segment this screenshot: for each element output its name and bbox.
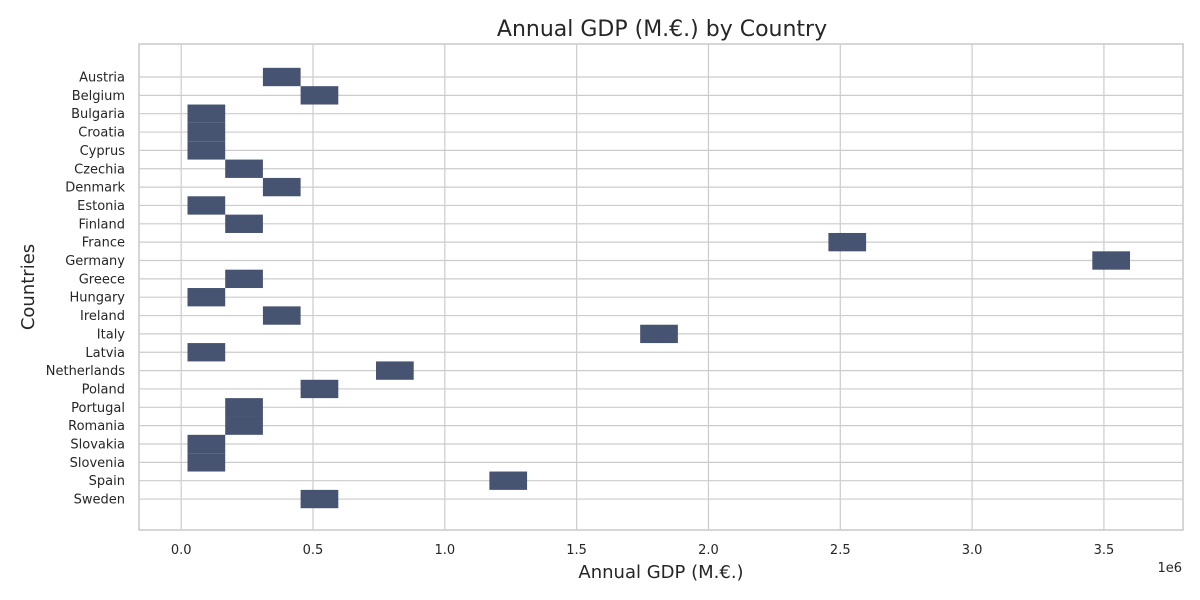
chart-title: Annual GDP (M.€.) by Country — [497, 17, 827, 42]
y-tick-label: Denmark — [65, 181, 125, 196]
y-tick-label: Spain — [89, 474, 125, 489]
x-tick-label: 2.5 — [830, 543, 851, 558]
x-tick-label: 1.5 — [566, 543, 587, 558]
y-tick-label: Czechia — [74, 162, 125, 177]
bar-italy — [640, 324, 678, 344]
y-tick-label: Bulgaria — [71, 107, 125, 122]
bar-cyprus — [187, 141, 226, 160]
y-tick-label: Ireland — [80, 309, 125, 324]
y-tick-label: Portugal — [71, 401, 125, 416]
x-tick-label: 2.0 — [698, 543, 719, 558]
bar-austria — [262, 67, 301, 87]
bar-spain — [489, 471, 528, 490]
bar-slovenia — [187, 453, 226, 472]
y-tick-label: Latvia — [85, 346, 125, 361]
y-tick-label: Italy — [97, 327, 126, 342]
x-axis-label: Annual GDP (M.€.) — [578, 562, 743, 583]
bar-germany — [1092, 251, 1131, 270]
bar-poland — [300, 379, 339, 399]
y-tick-label: France — [82, 236, 125, 251]
x-tick-label: 0.0 — [171, 543, 192, 558]
y-tick-label: Estonia — [77, 199, 125, 214]
y-tick-label: Hungary — [69, 291, 125, 306]
bar-denmark — [262, 177, 301, 197]
bar-greece — [225, 269, 263, 289]
y-tick-labels: Austria Belgium Bulgaria Croatia Cyprus Czech… — [46, 71, 126, 508]
y-tick-label: Greece — [79, 272, 125, 287]
bar-sweden — [300, 489, 339, 509]
y-tick-label: Austria — [79, 71, 125, 86]
bars — [187, 67, 1131, 509]
x-tick-label: 3.5 — [1094, 543, 1115, 558]
grid — [139, 44, 1183, 530]
x-tick-label: 3.0 — [962, 543, 983, 558]
bar-netherlands — [376, 361, 414, 380]
y-axis-label: Countries — [18, 244, 39, 330]
bar-belgium — [300, 86, 339, 105]
y-tick-label: Romania — [68, 419, 125, 434]
x-axis-offset-label: 1e6 — [1157, 561, 1182, 576]
y-tick-label: Netherlands — [46, 364, 125, 379]
y-tick-label: Sweden — [74, 493, 125, 508]
y-tick-label: Slovakia — [70, 438, 125, 453]
y-tick-label: Belgium — [72, 89, 125, 104]
y-tick-label: Croatia — [78, 126, 125, 141]
y-tick-label: Slovenia — [70, 456, 125, 471]
bar-estonia — [187, 196, 226, 215]
bar-croatia — [187, 122, 226, 142]
bar-france — [828, 232, 867, 252]
bar-bulgaria — [187, 104, 226, 123]
bar-slovakia — [187, 434, 226, 454]
plot-frame — [138, 43, 1184, 531]
x-tick-label: 1.0 — [434, 543, 455, 558]
bar-romania — [225, 416, 263, 435]
bar-hungary — [187, 288, 226, 307]
x-tick-label: 0.5 — [303, 543, 324, 558]
bar-ireland — [262, 306, 301, 325]
y-tick-label: Finland — [79, 217, 125, 232]
bar-portugal — [225, 398, 263, 417]
y-tick-label: Cyprus — [80, 144, 126, 159]
y-tick-label: Germany — [65, 254, 125, 269]
bar-latvia — [187, 343, 226, 362]
y-tick-label: Poland — [82, 382, 125, 397]
x-tick-labels: 0.0 0.5 1.0 1.5 2.0 2.5 3.0 3.5 — [171, 543, 1114, 558]
bar-finland — [225, 214, 263, 233]
bar-czechia — [225, 159, 263, 178]
